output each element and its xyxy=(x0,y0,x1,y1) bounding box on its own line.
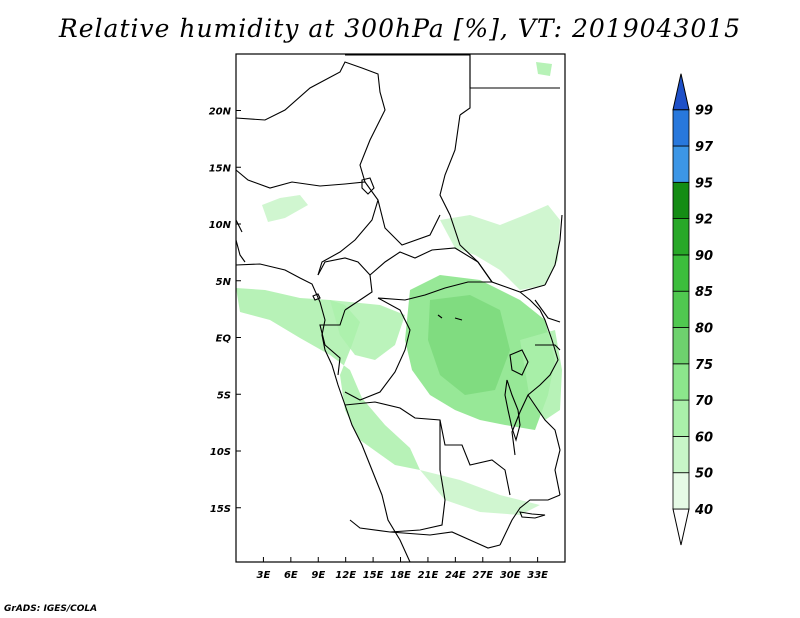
colorbar-segment xyxy=(672,218,690,256)
colorbar-segment xyxy=(672,290,690,328)
humidity-field-layer xyxy=(236,62,562,515)
colorbar-level-label: 50 xyxy=(695,467,713,482)
border-egypt-sudan xyxy=(469,55,560,89)
colorbar-level-label: 40 xyxy=(694,503,713,518)
border-namibia xyxy=(389,531,501,549)
colorbar-level-label: 97 xyxy=(695,140,714,155)
humidity-area-congo-west xyxy=(330,300,405,360)
colorbar-segment xyxy=(672,399,690,437)
lon-tick-label: 21E xyxy=(418,570,439,581)
lon-tick-label: 18E xyxy=(390,570,411,581)
lat-tick-label: 5N xyxy=(216,277,232,288)
border-tanzania xyxy=(527,394,561,496)
colorbar-level-label: 99 xyxy=(695,104,713,119)
colorbar-segment xyxy=(672,109,690,147)
chart-title: Relative humidity at 300hPa [%], VT: 201… xyxy=(58,14,742,43)
latitude-axis: 20N 15N 10N 5N EQ 5S 10S 15S xyxy=(209,107,241,515)
border-chad-sudan xyxy=(439,114,546,293)
lat-tick-label: 10S xyxy=(210,447,231,458)
border-car xyxy=(369,247,494,301)
lat-tick-label: 10N xyxy=(209,220,232,231)
lake-chad xyxy=(361,177,375,195)
colorbar-level-label: 75 xyxy=(695,358,713,373)
colorbar-segment xyxy=(672,472,690,510)
lon-tick-label: 15E xyxy=(363,570,384,581)
humidity-area-core xyxy=(428,295,510,395)
colorbar-level-label: 60 xyxy=(695,430,713,445)
coastline xyxy=(235,263,411,563)
lon-tick-label: 6E xyxy=(284,570,298,581)
lake-malawi xyxy=(519,511,546,519)
grads-credit: GrADS: IGES/COLA xyxy=(4,604,98,614)
colorbar-segment xyxy=(672,327,690,365)
lat-tick-label: 15N xyxy=(209,163,232,174)
lat-tick-label: 5S xyxy=(217,390,231,401)
border-algeria-niger xyxy=(235,61,386,183)
border-gabon-congo xyxy=(319,309,346,376)
lake-victoria xyxy=(509,349,529,376)
lon-tick-label: 33E xyxy=(527,570,548,581)
colorbar-level-label: 90 xyxy=(695,249,713,264)
border-drc-angola xyxy=(344,401,511,496)
colorbar-segment xyxy=(672,363,690,401)
border-zambia-zimbabwe xyxy=(499,494,561,546)
colorbar-level-label: 80 xyxy=(695,322,713,337)
border-uganda-kenya xyxy=(534,299,561,351)
colorbar: 40 50 60 70 75 80 85 90 92 95 97 99 xyxy=(672,73,714,546)
colorbar-segment xyxy=(672,145,690,183)
lat-tick-label: EQ xyxy=(216,334,232,345)
lat-tick-label: 15S xyxy=(210,504,231,515)
lake-tanganyika xyxy=(504,379,521,442)
humidity-area-ne-corner xyxy=(536,62,552,76)
longitude-axis: 3E 6E 9E 12E 15E 18E 21E 24E 27E 30E 33E xyxy=(257,557,548,581)
lon-tick-label: 24E xyxy=(445,570,466,581)
humidity-area-south-band xyxy=(420,470,540,515)
border-sudan-ethiopia xyxy=(544,214,563,286)
coast-small-islands xyxy=(312,293,463,321)
border-chad-car xyxy=(377,199,441,246)
border-niger-nigeria xyxy=(235,169,379,276)
gulf-guinea-coast xyxy=(235,219,246,263)
colorbar-level-label: 70 xyxy=(695,394,713,409)
colorbar-max-triangle xyxy=(672,73,690,111)
lon-tick-label: 9E xyxy=(311,570,325,581)
colorbar-level-label: 92 xyxy=(695,213,713,228)
colorbar-level-label: 85 xyxy=(695,285,713,300)
colorbar-level-label: 95 xyxy=(695,176,713,191)
country-borders xyxy=(235,54,563,563)
colorbar-min-triangle xyxy=(672,508,690,546)
border-nigeria-cameroon xyxy=(317,257,373,311)
colorbar-segment xyxy=(672,435,690,474)
colorbar-segment xyxy=(672,181,690,220)
lon-tick-label: 3E xyxy=(257,570,271,581)
humidity-area-east xyxy=(520,330,562,420)
lon-tick-label: 12E xyxy=(335,570,356,581)
lon-tick-label: 27E xyxy=(472,570,493,581)
humidity-area-nigeria xyxy=(262,195,308,222)
lat-tick-label: 20N xyxy=(209,107,232,118)
border-libya xyxy=(345,54,471,116)
border-congo-drc xyxy=(344,297,411,401)
colorbar-segment xyxy=(672,254,690,292)
lon-tick-label: 30E xyxy=(500,570,521,581)
humidity-area-gulf xyxy=(236,288,420,470)
border-angola-zambia xyxy=(349,420,446,533)
humidity-area-north xyxy=(440,205,560,290)
